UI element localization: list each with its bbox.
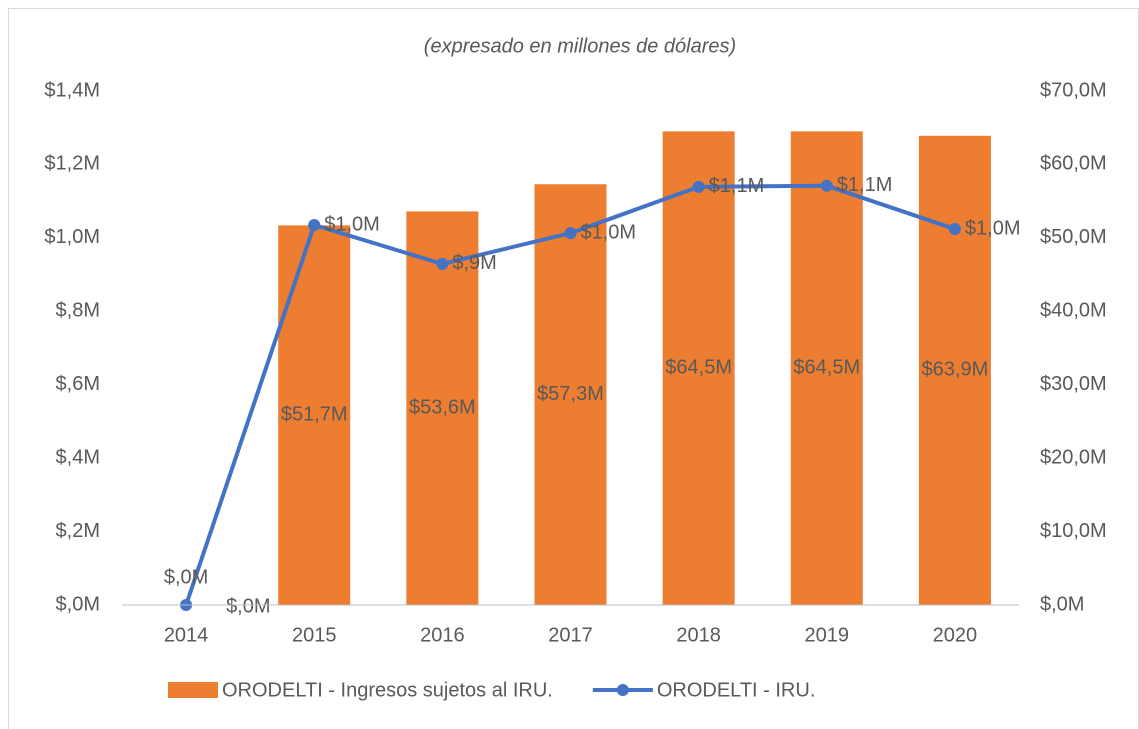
y2-tick-label: $70,0M (1040, 79, 1107, 101)
line-value-label: $1,0M (581, 221, 637, 243)
y2-tick-label: $40,0M (1040, 300, 1107, 322)
bar (278, 225, 351, 606)
bar (790, 131, 863, 605)
bar (662, 131, 735, 605)
line-value-label: $1,1M (709, 175, 765, 197)
bar-value-label: $63,9M (922, 359, 989, 381)
line-marker (308, 219, 321, 232)
y-tick-label: $,6M (56, 373, 100, 395)
line-value-label: $1,1M (837, 174, 893, 196)
y-tick-label: $,4M (56, 446, 100, 468)
bar (918, 135, 991, 605)
chart-title: (expresado en millones de dólares) (424, 35, 736, 57)
line-marker (436, 257, 449, 270)
bar-value-label: $64,5M (665, 356, 732, 378)
y-tick-label: $,0M (56, 593, 100, 615)
x-tick-label: 2015 (292, 624, 337, 646)
x-tick-label: 2019 (805, 624, 850, 646)
line-marker (820, 179, 833, 192)
y2-tick-label: $10,0M (1040, 520, 1107, 542)
x-tick-label: 2016 (420, 624, 465, 646)
x-tick-label: 2020 (933, 624, 978, 646)
y2-tick-label: $60,0M (1040, 153, 1107, 175)
line-value-label: $1,0M (965, 217, 1021, 239)
legend-label: ORODELTI - IRU. (657, 679, 816, 701)
y-tick-label: $,2M (56, 520, 100, 542)
bar (406, 211, 479, 605)
bar-value-label: $57,3M (537, 383, 604, 405)
x-tick-label: 2017 (548, 624, 593, 646)
y-tick-label: $,8M (56, 300, 100, 322)
y-tick-label: $1,2M (44, 153, 100, 175)
x-tick-label: 2014 (164, 624, 209, 646)
y2-tick-label: $,0M (1040, 593, 1084, 615)
bar-value-label: $64,5M (793, 356, 860, 378)
line-value-label: $1,0M (324, 213, 380, 235)
y-tick-label: $1,0M (44, 226, 100, 248)
x-tick-label: 2018 (676, 624, 721, 646)
bar-value-label: $51,7M (281, 403, 348, 425)
y-tick-label: $1,4M (44, 79, 100, 101)
legend-swatch (168, 682, 218, 698)
y2-tick-label: $20,0M (1040, 446, 1107, 468)
legend-label: ORODELTI - Ingresos sujetos al IRU. (222, 679, 553, 701)
bar (534, 184, 607, 606)
line-value-label: $,9M (452, 252, 496, 274)
line-marker (948, 223, 961, 236)
bar-value-label: $53,6M (409, 396, 476, 418)
line-value-label: $,0M (164, 566, 208, 588)
y2-tick-label: $30,0M (1040, 373, 1107, 395)
line-marker (564, 227, 577, 240)
bar-value-label: $,0M (226, 595, 270, 617)
y2-tick-label: $50,0M (1040, 226, 1107, 248)
line-marker (692, 180, 705, 193)
legend-marker (616, 684, 629, 696)
